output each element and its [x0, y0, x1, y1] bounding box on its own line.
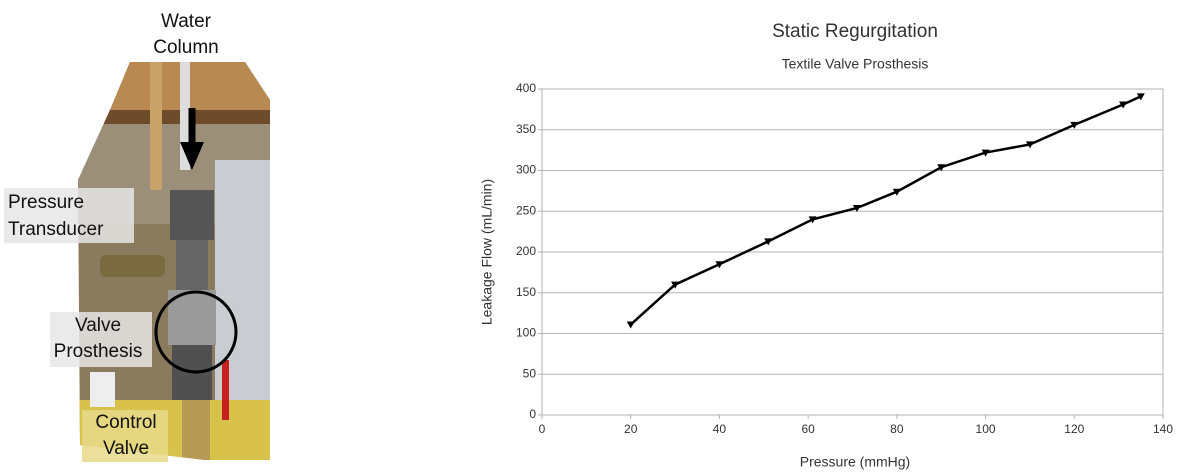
data-line [629, 95, 1142, 326]
data-point [1119, 101, 1128, 109]
photo-label: Transducer [8, 219, 104, 240]
data-point [808, 216, 817, 224]
data-point [1025, 141, 1034, 149]
photo-label: Water [161, 11, 212, 32]
photo-label: Valve [103, 438, 149, 459]
data-point [981, 149, 990, 157]
x-tick-label: 100 [976, 422, 996, 436]
y-tick-label: 350 [516, 122, 536, 136]
photo-label: Control [95, 412, 156, 433]
y-tick-label: 250 [516, 203, 536, 217]
photo: Water Column Pressure Transducer Valve P… [4, 11, 270, 462]
x-tick-label: 120 [1064, 422, 1084, 436]
data-point [1070, 121, 1079, 129]
y-tick-label: 300 [516, 163, 536, 177]
chart-title: Static Regurgitation [772, 21, 938, 42]
y-tick-label: 150 [516, 285, 536, 299]
x-tick-label: 40 [713, 422, 727, 436]
y-tick-label: 200 [516, 244, 536, 258]
chart-subtitle: Textile Valve Prosthesis [782, 56, 929, 72]
y-tick-label: 0 [529, 407, 536, 421]
data-point [671, 281, 680, 289]
data-point [764, 238, 773, 246]
x-axis-label: Pressure (mmHg) [800, 454, 910, 470]
data-point [626, 321, 635, 329]
data-point [892, 188, 901, 196]
y-tick-label: 400 [516, 81, 536, 95]
photo-label: Column [153, 37, 218, 58]
x-tick-label: 60 [801, 422, 815, 436]
x-tick-label: 80 [890, 422, 904, 436]
data-point [852, 204, 861, 212]
photo-label: Valve [75, 315, 121, 336]
plot-frame [541, 88, 1164, 416]
x-tick-label: 0 [539, 422, 546, 436]
photo-label: Prosthesis [54, 341, 143, 362]
photo-label: Pressure [8, 192, 84, 213]
y-tick-label: 50 [523, 366, 537, 380]
x-tick-label: 140 [1153, 422, 1173, 436]
data-point [715, 261, 724, 269]
y-axis-label: Leakage Flow (mL/min) [479, 179, 495, 325]
y-tick-label: 100 [516, 326, 536, 340]
x-tick-label: 20 [624, 422, 638, 436]
data-point [937, 164, 946, 172]
data-point [1136, 93, 1145, 101]
